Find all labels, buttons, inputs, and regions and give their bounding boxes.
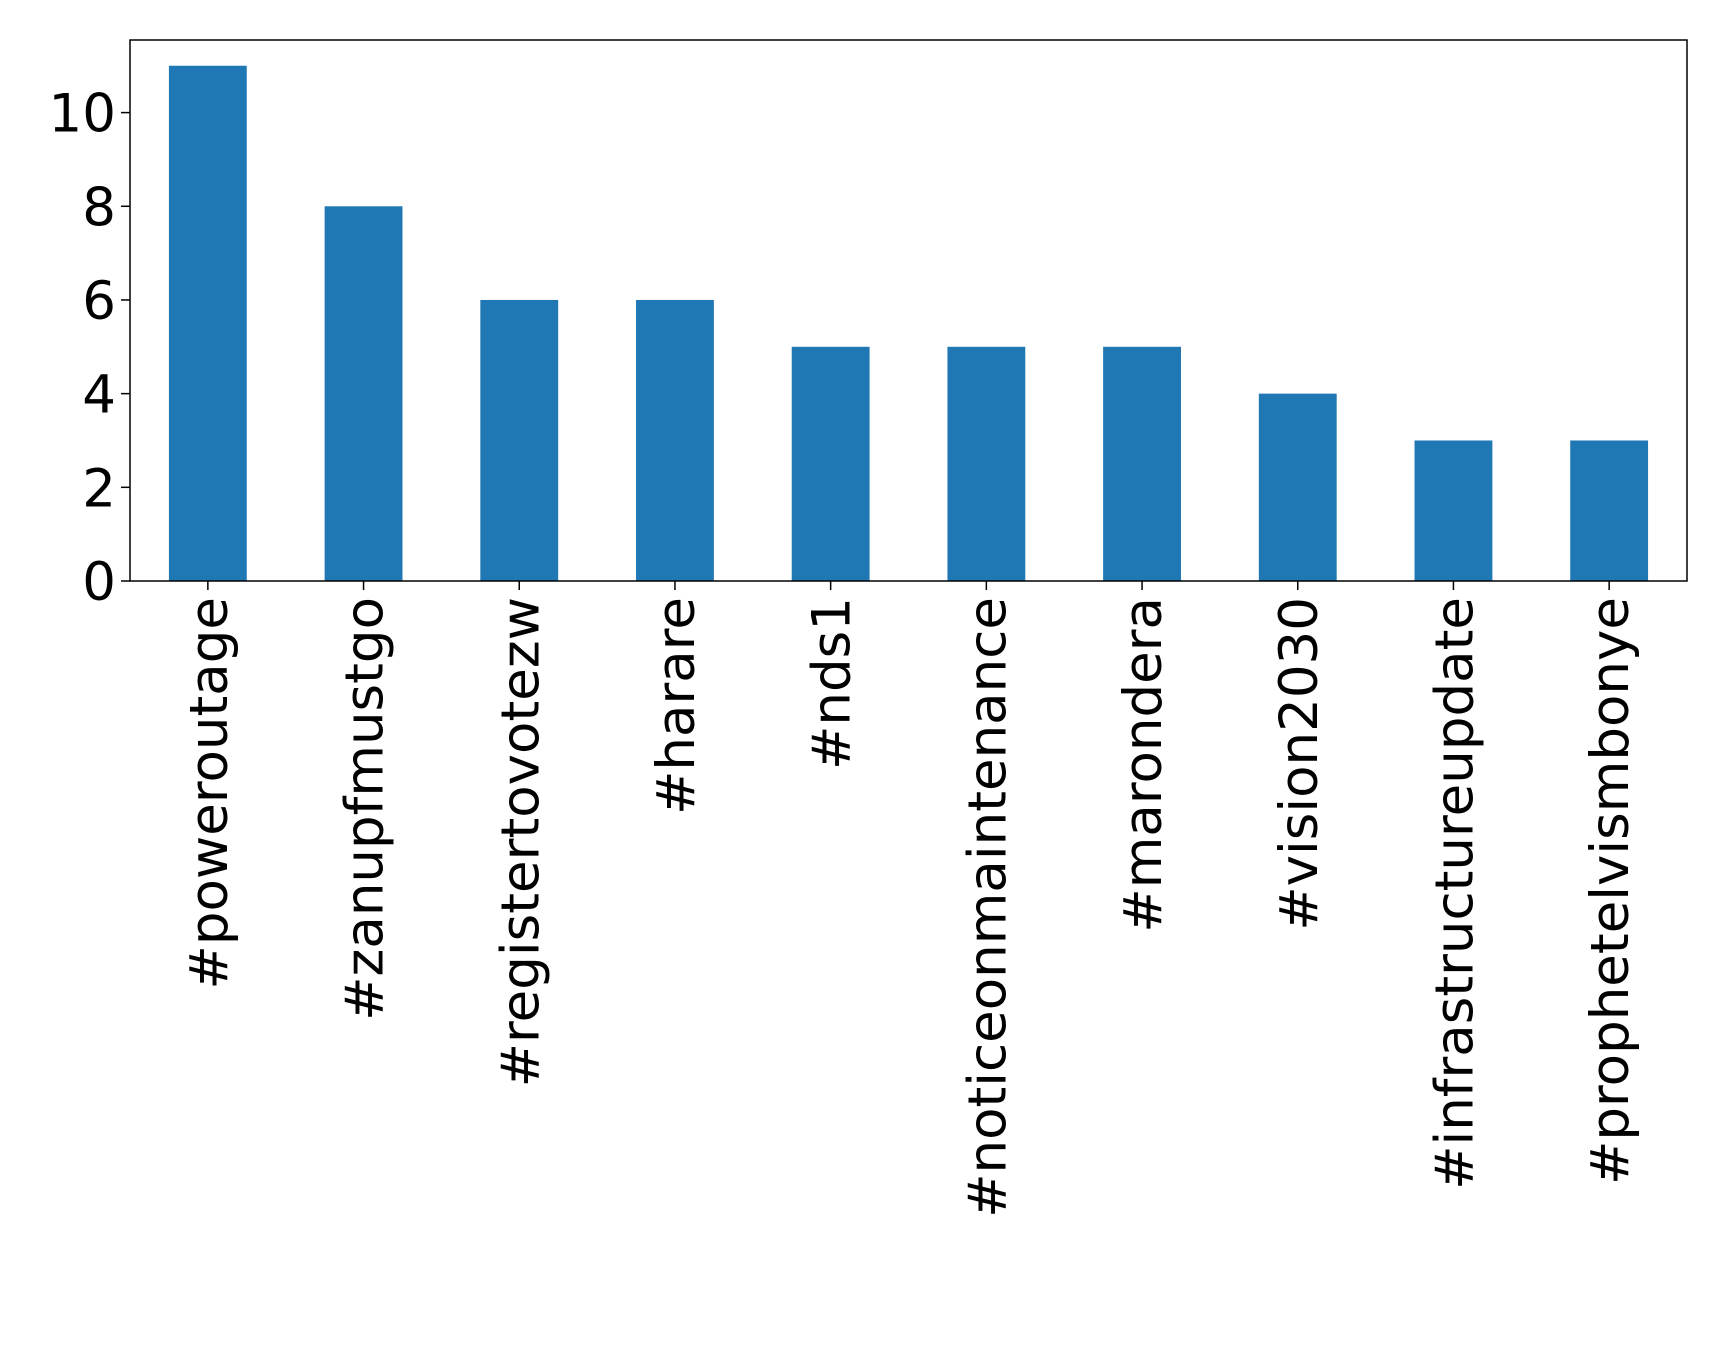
- bar: [636, 299, 714, 581]
- plot-frame: [129, 39, 1688, 582]
- bar: [1414, 440, 1493, 581]
- bar: [168, 65, 247, 581]
- y-tick-label: 10: [49, 84, 116, 145]
- x-tick-label: #prophetelvismbonye: [1580, 597, 1641, 1185]
- x-tick-label: #poweroutage: [179, 597, 240, 990]
- x-tick-label: #harare: [646, 597, 707, 815]
- bar: [1570, 440, 1649, 581]
- x-tick-label: #registertovotezw: [490, 597, 551, 1087]
- x-tick-label: #zanupfmustgo: [335, 597, 396, 1021]
- y-tick-label: 4: [82, 365, 116, 426]
- x-tick-label: #marondera: [1113, 597, 1174, 933]
- x-tick-label: #nds1: [802, 597, 863, 770]
- y-tick-label: 8: [82, 177, 116, 238]
- y-tick-label: 0: [82, 552, 116, 613]
- x-tick-label: #infrastructureupdate: [1424, 597, 1485, 1190]
- y-tick-label: 2: [82, 458, 116, 519]
- bar: [1103, 346, 1181, 581]
- x-tick-label: #vision2030: [1269, 597, 1330, 931]
- bar: [324, 206, 403, 582]
- x-tick-label: #noticeonmaintenance: [957, 597, 1018, 1218]
- bar: [1258, 393, 1337, 581]
- bar: [480, 299, 559, 581]
- bar: [791, 346, 870, 581]
- bar: [947, 346, 1026, 581]
- y-tick-label: 6: [82, 271, 116, 332]
